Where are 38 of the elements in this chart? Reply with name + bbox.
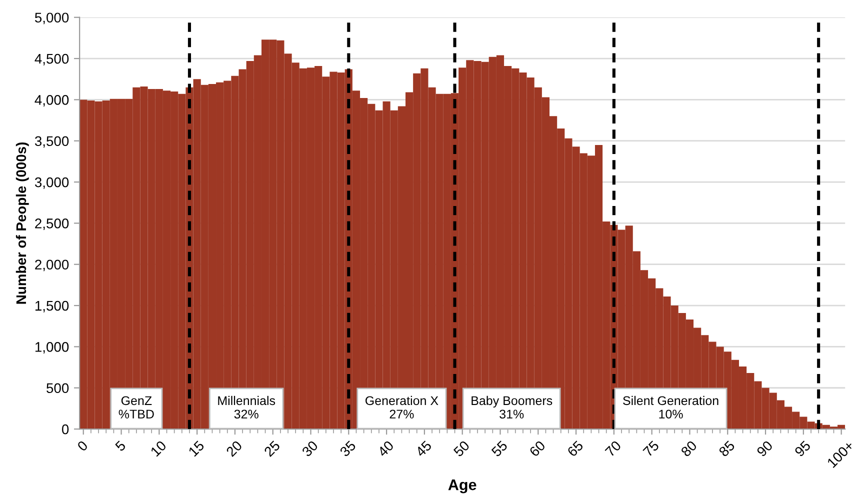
y-tick-label: 4,000 [34, 95, 69, 107]
annotation: Silent Generation 10% [623, 396, 718, 419]
x-tick-label: 75 [642, 440, 660, 458]
x-tick-label: 5 [114, 440, 126, 452]
x-tick-label: 60 [528, 440, 546, 458]
x-tick-label: 35 [339, 440, 356, 458]
x-tick-label: 85 [718, 440, 736, 458]
y-tick-label: 5,000 [34, 12, 69, 24]
y-tick-label: 3,000 [34, 177, 69, 189]
x-tick-label: 40 [376, 440, 394, 458]
x-tick-label: 0 [76, 440, 88, 452]
x-tick-label: 25 [264, 440, 281, 458]
x-tick-label: 65 [566, 440, 584, 458]
y-tick-label: 2,000 [35, 260, 69, 272]
x-tick-label: 95 [794, 440, 812, 458]
x-tick-label: 15 [188, 440, 205, 457]
y-axis-title: Number of People (000s) [16, 142, 29, 304]
x-tick-label: 50 [452, 440, 470, 458]
x-tick-label: 80 [680, 440, 698, 458]
x-tick-label: 55 [490, 440, 508, 458]
y-tick-label: 0 [62, 424, 69, 434]
y-tick-label: 4,500 [34, 54, 69, 66]
x-tick-label: 90 [756, 440, 774, 458]
y-tick-label: 500 [46, 383, 69, 394]
annotation: Generation X 27% [366, 396, 438, 418]
y-tick-label: 1,000 [35, 342, 69, 354]
x-tick-label: 20 [226, 440, 243, 458]
annotation: GenZ %TBD [118, 396, 154, 418]
y-tick-label: 1,500 [35, 300, 69, 312]
x-tick-label: 45 [414, 440, 432, 458]
annotation: Baby Boomers 31% [472, 396, 552, 419]
x-tick-label: 70 [604, 440, 622, 458]
annotation: Millennials 32% [218, 396, 276, 419]
x-tick-label: 30 [301, 440, 318, 458]
y-tick-label: 3,500 [34, 136, 69, 148]
x-tick-label: 10 [150, 440, 167, 457]
x-axis-title: Age [448, 480, 476, 494]
y-tick-label: 2,500 [35, 218, 69, 230]
